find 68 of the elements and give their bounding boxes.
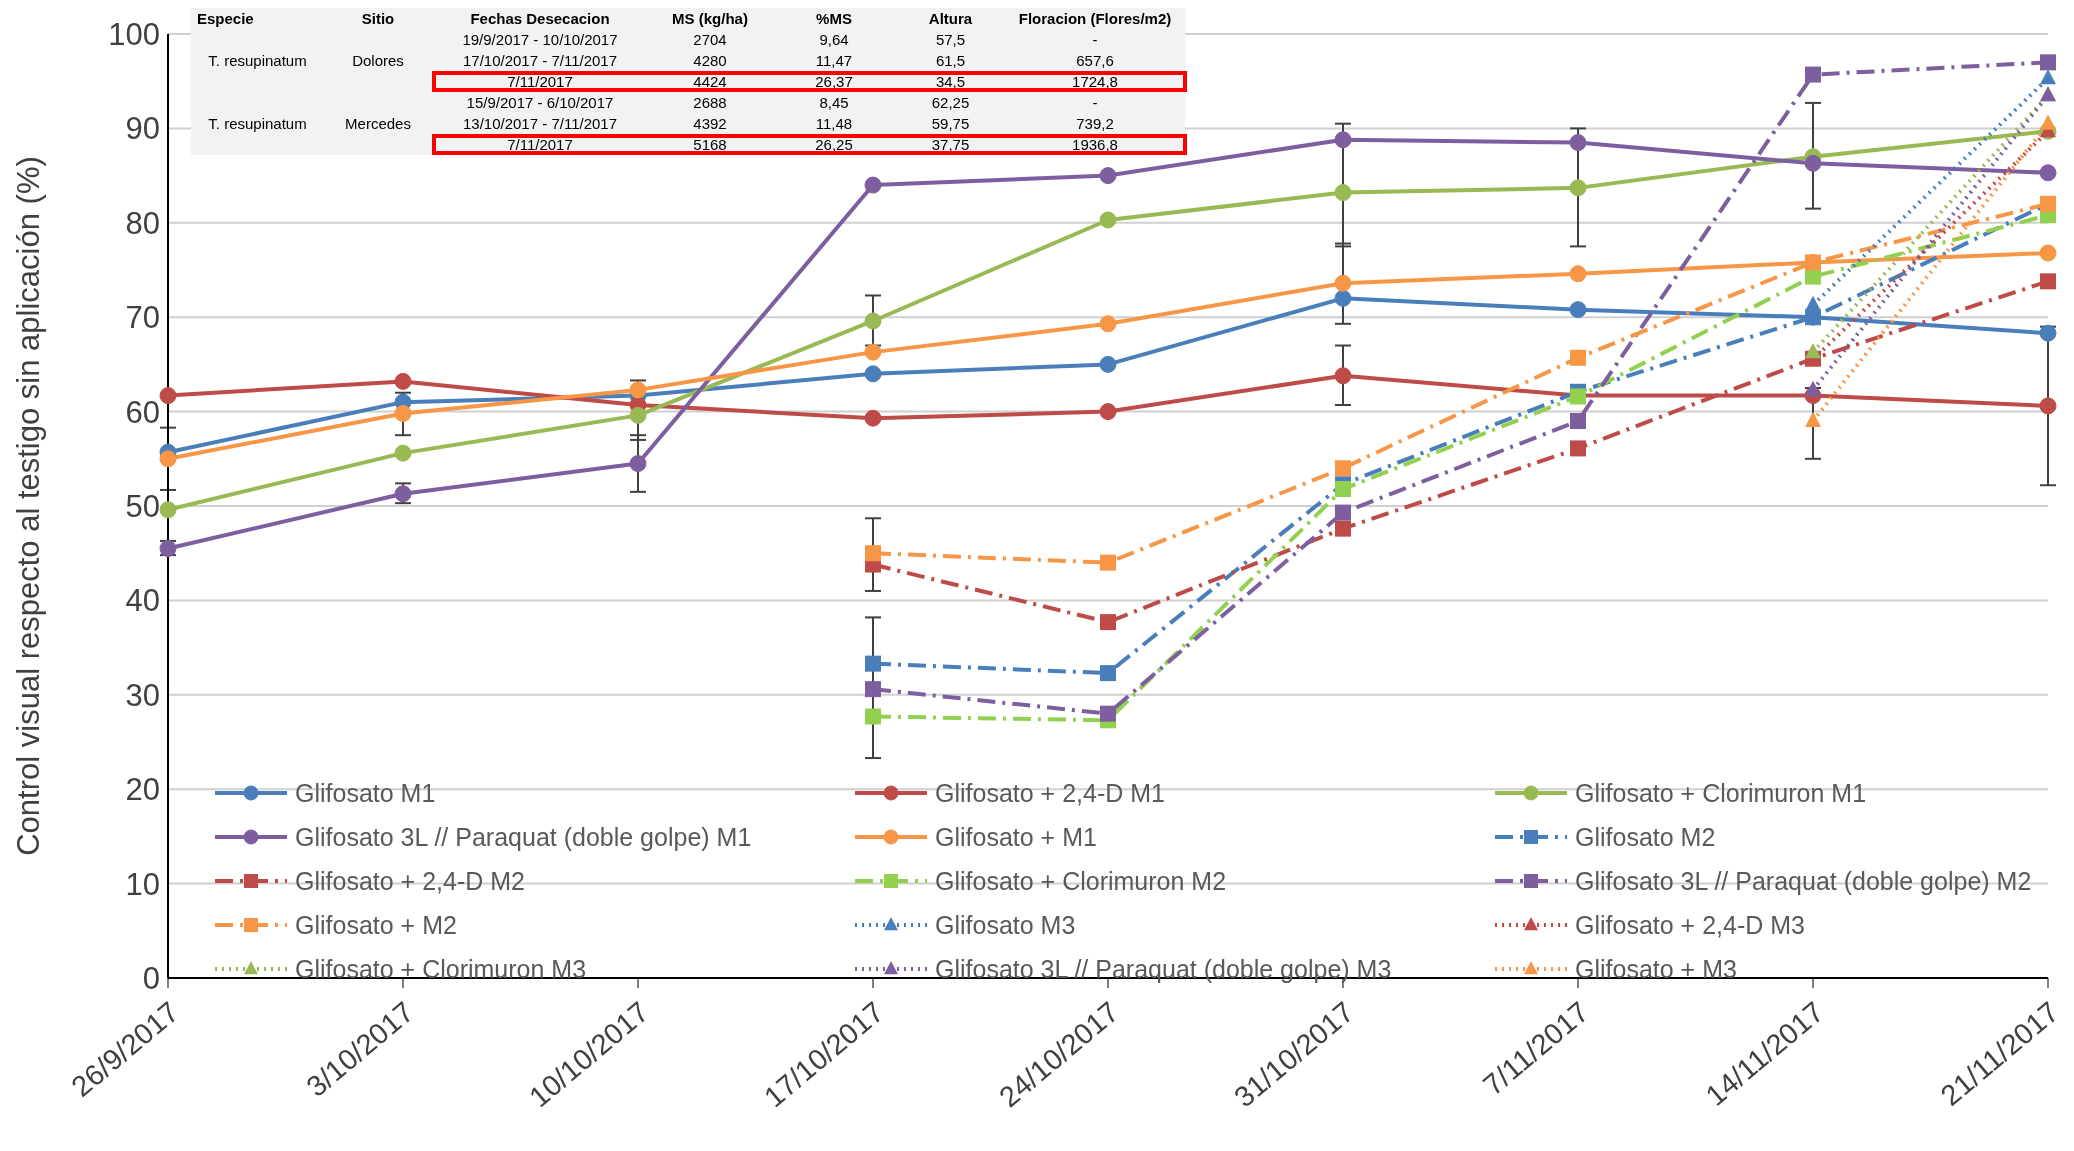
annotation: 57,5 bbox=[934, 30, 967, 50]
annotation: - bbox=[1091, 30, 1099, 50]
legend-label: Glifosato + M1 bbox=[935, 822, 1097, 852]
annotation: 5168 bbox=[692, 135, 728, 155]
annotation: 9,64 bbox=[818, 30, 850, 50]
legend-label: Glifosato + Clorimuron M3 bbox=[295, 954, 587, 984]
y-tick-label: 50 bbox=[125, 489, 160, 525]
annotation: T. resupinatum bbox=[207, 51, 308, 71]
annotation: 37,75 bbox=[930, 135, 971, 155]
annotation: 59,75 bbox=[930, 114, 971, 134]
legend-label: Glifosato 3L // Paraquat (doble golpe) M1 bbox=[295, 822, 752, 852]
legend-label: Glifosato M2 bbox=[1575, 822, 1716, 852]
annotation: 19/9/2017 - 10/10/2017 bbox=[461, 30, 619, 50]
y-tick-label: 10 bbox=[125, 866, 160, 902]
text: Altura bbox=[928, 10, 973, 27]
y-tick-label: 0 bbox=[142, 961, 160, 997]
annotation: 15/9/2017 - 6/10/2017 bbox=[465, 93, 615, 113]
annotation: 26,37 bbox=[814, 72, 854, 92]
annotation: 4424 bbox=[692, 72, 728, 92]
y-tick-label: 100 bbox=[108, 17, 160, 53]
legend-label: Glifosato + Clorimuron M2 bbox=[935, 866, 1227, 896]
legend-label: Glifosato + 2,4-D M1 bbox=[935, 778, 1165, 808]
annotation: 61,5 bbox=[934, 51, 967, 71]
y-tick-label: 70 bbox=[125, 300, 160, 336]
y-tick-label: 30 bbox=[125, 677, 160, 713]
legend-label: Glifosato + M2 bbox=[295, 910, 457, 940]
y-tick-label: 60 bbox=[125, 394, 160, 430]
annotation: T. resupinatum bbox=[207, 114, 308, 134]
legend-label: Glifosato + 2,4-D M2 bbox=[295, 866, 525, 896]
annotation: 2704 bbox=[692, 30, 728, 50]
y-axis-title: Control visual respecto al testigo sin aplicación (%) bbox=[11, 156, 47, 856]
legend-label: Glifosato + 2,4-D M3 bbox=[1575, 910, 1805, 940]
annotation: 7/11/2017 bbox=[506, 135, 574, 155]
annotation: 11,47 bbox=[814, 51, 854, 71]
y-tick-label: 90 bbox=[125, 111, 160, 147]
text: Especie bbox=[197, 10, 254, 27]
annotation: 62,25 bbox=[930, 93, 971, 113]
annotation: 4280 bbox=[692, 51, 728, 71]
annotation: Dolores bbox=[351, 51, 405, 71]
y-tick-label: 20 bbox=[125, 772, 160, 808]
annotation: 8,45 bbox=[818, 93, 850, 113]
legend-label: Glifosato 3L // Paraquat (doble golpe) M2 bbox=[1575, 866, 2032, 896]
legend-label: Glifosato 3L // Paraquat (doble golpe) M3 bbox=[935, 954, 1392, 984]
annotation: Mercedes bbox=[344, 114, 412, 134]
legend-label: Glifosato M3 bbox=[935, 910, 1076, 940]
text: Floracion (Flores/m2) bbox=[1018, 10, 1172, 27]
annotation: - bbox=[1091, 93, 1099, 113]
annotation: 2688 bbox=[692, 93, 728, 113]
annotation: 657,6 bbox=[1075, 51, 1115, 71]
annotation: 13/10/2017 - 7/11/2017 bbox=[462, 114, 618, 134]
annotation: 1724,8 bbox=[1071, 72, 1119, 92]
legend-label: Glifosato + M3 bbox=[1575, 954, 1737, 984]
legend-label: Glifosato M1 bbox=[295, 778, 436, 808]
annotation: 34,5 bbox=[934, 72, 967, 92]
text: Fechas Desecacion bbox=[470, 10, 610, 27]
text: %MS bbox=[816, 10, 852, 27]
annotation: 4392 bbox=[692, 114, 728, 134]
annotation: 739,2 bbox=[1075, 114, 1115, 134]
y-tick-label: 40 bbox=[125, 583, 160, 619]
annotation: 11,48 bbox=[814, 114, 854, 134]
annotation: 7/11/2017 bbox=[506, 72, 574, 92]
annotation: 17/10/2017 - 7/11/2017 bbox=[462, 51, 618, 71]
annotation: 26,25 bbox=[814, 135, 854, 155]
text: MS (kg/ha) bbox=[672, 10, 748, 27]
y-tick-label: 80 bbox=[125, 205, 160, 241]
text: Sitio bbox=[361, 10, 395, 27]
annotation: 1936,8 bbox=[1071, 135, 1119, 155]
legend-label: Glifosato + Clorimuron M1 bbox=[1575, 778, 1867, 808]
